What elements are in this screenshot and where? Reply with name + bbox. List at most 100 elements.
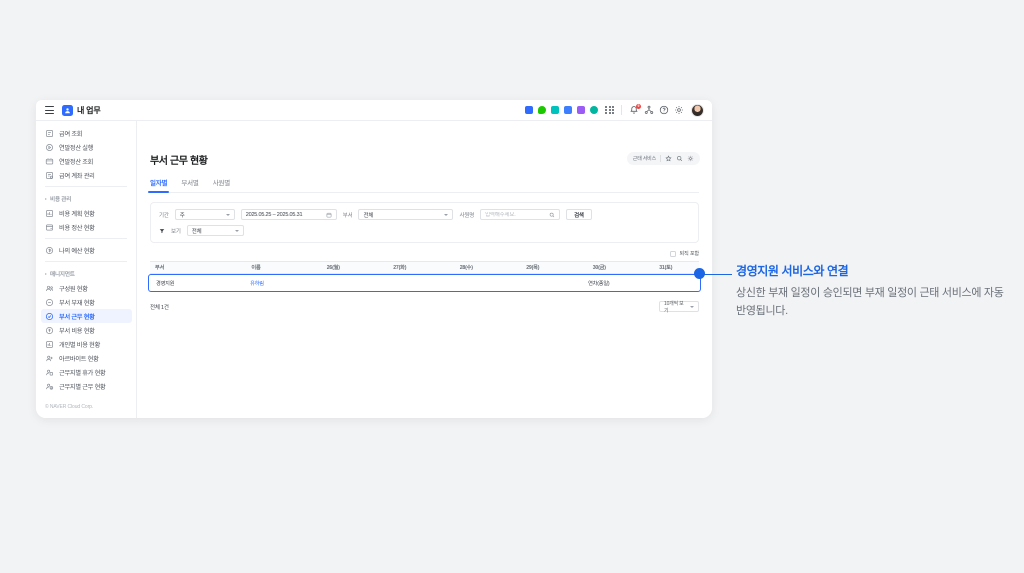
period-value: 주 (179, 212, 185, 219)
bell-icon[interactable]: 9 (629, 104, 641, 115)
notification-badge: 9 (636, 104, 641, 109)
apps-grid-icon[interactable] (605, 105, 614, 115)
divider (45, 238, 127, 239)
calendar-icon (326, 212, 332, 218)
annotation-description: 상신한 부재 일정이 승인되면 부재 일정이 근태 서비스에 자동 반영됩니다. (736, 287, 1004, 317)
search-icon[interactable] (676, 155, 683, 162)
checkbox-box[interactable] (670, 250, 677, 257)
sidebar-group-label: 비용 관리 (50, 197, 72, 203)
expense-settle-icon (45, 223, 54, 232)
brand-logo-icon (62, 104, 73, 116)
sidebar-item-label: 나의 예산 현황 (59, 247, 95, 255)
site-work-icon (45, 382, 54, 391)
divider (45, 261, 127, 262)
col-header-day-27: 27(화) (393, 265, 407, 271)
employee-search-box[interactable] (480, 209, 561, 220)
payroll-view-icon (45, 129, 54, 138)
search-icon[interactable] (549, 212, 555, 218)
top-bar: 내 업무 9 (36, 100, 712, 121)
tab-by-employee[interactable]: 사원별 (212, 180, 231, 187)
view-select[interactable]: 전체 (186, 225, 244, 236)
filter-panel: 기간 주 2025.05.25 – 2025.05.31 부서 (150, 202, 699, 243)
view-value: 전체 (191, 228, 202, 235)
search-button[interactable]: 검색 (566, 209, 592, 220)
dept-expense-icon (45, 326, 54, 335)
members-icon (45, 284, 54, 293)
sidebar-item-members[interactable]: 구성원 현황 (36, 281, 136, 295)
view-label: 보기 (171, 228, 181, 235)
work-status-table: 부서 이름 26(월) 27(화) 28(수) 29(목) 30(금) 31(토… (148, 261, 701, 292)
personal-expense-icon (45, 340, 54, 349)
period-select[interactable]: 주 (174, 209, 235, 220)
app-dashboard-icon[interactable] (525, 106, 534, 114)
annotation-title: 경영지원 서비스와 연결 (736, 264, 849, 278)
col-header-day-30: 30(금) (592, 265, 606, 271)
year-end-run-icon (45, 143, 54, 152)
date-range-picker[interactable]: 2025.05.25 – 2025.05.31 (240, 209, 337, 220)
sidebar-item-year-end-run[interactable]: 연말정산 실행 (36, 140, 136, 154)
sidebar-item-dept-expense[interactable]: 부서 비용 현황 (36, 323, 136, 337)
include-retired-checkbox[interactable]: 퇴직 포함 (670, 250, 699, 257)
divider (621, 105, 622, 115)
settings-gear-icon[interactable] (687, 155, 694, 162)
main-content: 근태 서비스 부서 근무 현황 일자별 부서별 사원 (137, 121, 712, 418)
table-meta: 퇴직 포함 (150, 250, 699, 257)
tab-by-date[interactable]: 일자별 (147, 177, 170, 193)
sidebar-item-payroll-account[interactable]: 급여 계좌 관리 (36, 168, 136, 182)
table-row[interactable]: 경영지원 유하림 연차(종일) (148, 274, 701, 292)
tab-by-dept[interactable]: 부서별 (181, 180, 199, 187)
sidebar-item-expense-settle[interactable]: 비용 정산 현황 (36, 220, 136, 234)
payroll-account-icon (45, 171, 54, 180)
app-works-icon[interactable] (590, 106, 599, 114)
help-icon[interactable] (659, 105, 669, 115)
sidebar-item-label: 연말정산 조회 (59, 158, 94, 166)
sidebar-item-label: 급여 계좌 관리 (59, 172, 95, 180)
sidebar-item-year-end-view[interactable]: 연말정산 조회 (36, 154, 136, 168)
sidebar-group-expense[interactable]: 비용 관리 (36, 191, 136, 206)
col-header-day-31: 31(토) (659, 265, 673, 271)
user-avatar[interactable] (691, 103, 704, 117)
sidebar-item-label: 부서 부재 현황 (59, 299, 95, 307)
per-page-select[interactable]: 10개씩 보기 (659, 300, 699, 314)
col-header-dept: 부서 (155, 265, 165, 271)
dept-value: 전체 (363, 212, 374, 219)
sidebar-item-dept-absence[interactable]: 부서 부재 현황 (36, 295, 136, 309)
settings-gear-icon[interactable] (674, 105, 684, 115)
app-chat-icon[interactable] (538, 106, 547, 114)
annotation-leader-line (700, 273, 732, 276)
org-chart-icon[interactable] (644, 105, 654, 115)
app-title: 내 업무 (77, 105, 101, 115)
sidebar-item-label: 개인별 비용 현황 (59, 341, 101, 349)
app-calendar-icon[interactable] (564, 106, 573, 114)
date-range-value: 2025.05.25 – 2025.05.31 (245, 211, 303, 218)
sidebar-item-site-work[interactable]: 근무지별 근무 현황 (36, 379, 136, 393)
sidebar-group-management[interactable]: 매니지먼트 (36, 266, 136, 281)
sidebar-item-label: 부서 근무 현황 (59, 313, 95, 321)
per-page-value: 10개씩 보기 (664, 300, 684, 314)
app-mail-icon[interactable] (551, 106, 560, 114)
col-header-name: 이름 (251, 265, 261, 271)
service-switcher[interactable]: 근태 서비스 (626, 152, 700, 165)
sidebar-item-my-budget[interactable]: 나의 예산 현황 (36, 243, 136, 257)
star-icon[interactable] (665, 155, 672, 162)
sidebar-item-label: 아르바이트 현황 (59, 355, 99, 363)
sidebar-item-parttime[interactable]: 아르바이트 현황 (36, 351, 136, 365)
search-input[interactable] (485, 211, 544, 218)
dept-select[interactable]: 전체 (358, 209, 454, 220)
cell-employee-name[interactable]: 유하림 (250, 280, 264, 287)
sidebar-item-expense-plan[interactable]: 비용 계획 현황 (36, 206, 136, 220)
col-header-day-28: 28(수) (459, 265, 473, 271)
employee-label: 사원명 (459, 212, 475, 219)
cell-day-30: 연차(종일) (588, 280, 610, 287)
sidebar-footer: © NAVER Cloud Corp. (45, 404, 94, 410)
sidebar-item-site-leave[interactable]: 근무지별 휴가 현황 (36, 365, 136, 379)
hamburger-icon[interactable] (45, 106, 54, 114)
app-drive-icon[interactable] (577, 106, 586, 114)
page-title: 부서 근무 현황 (150, 156, 208, 167)
sidebar-item-label: 비용 계획 현황 (59, 210, 95, 218)
sidebar-item-personal-expense[interactable]: 개인별 비용 현황 (36, 337, 136, 351)
sidebar-item-dept-work[interactable]: 부서 근무 현황 (36, 309, 136, 323)
sidebar-item-payroll-view[interactable]: 급여 조회 (36, 126, 136, 140)
checkbox-label: 퇴직 포함 (679, 251, 699, 257)
